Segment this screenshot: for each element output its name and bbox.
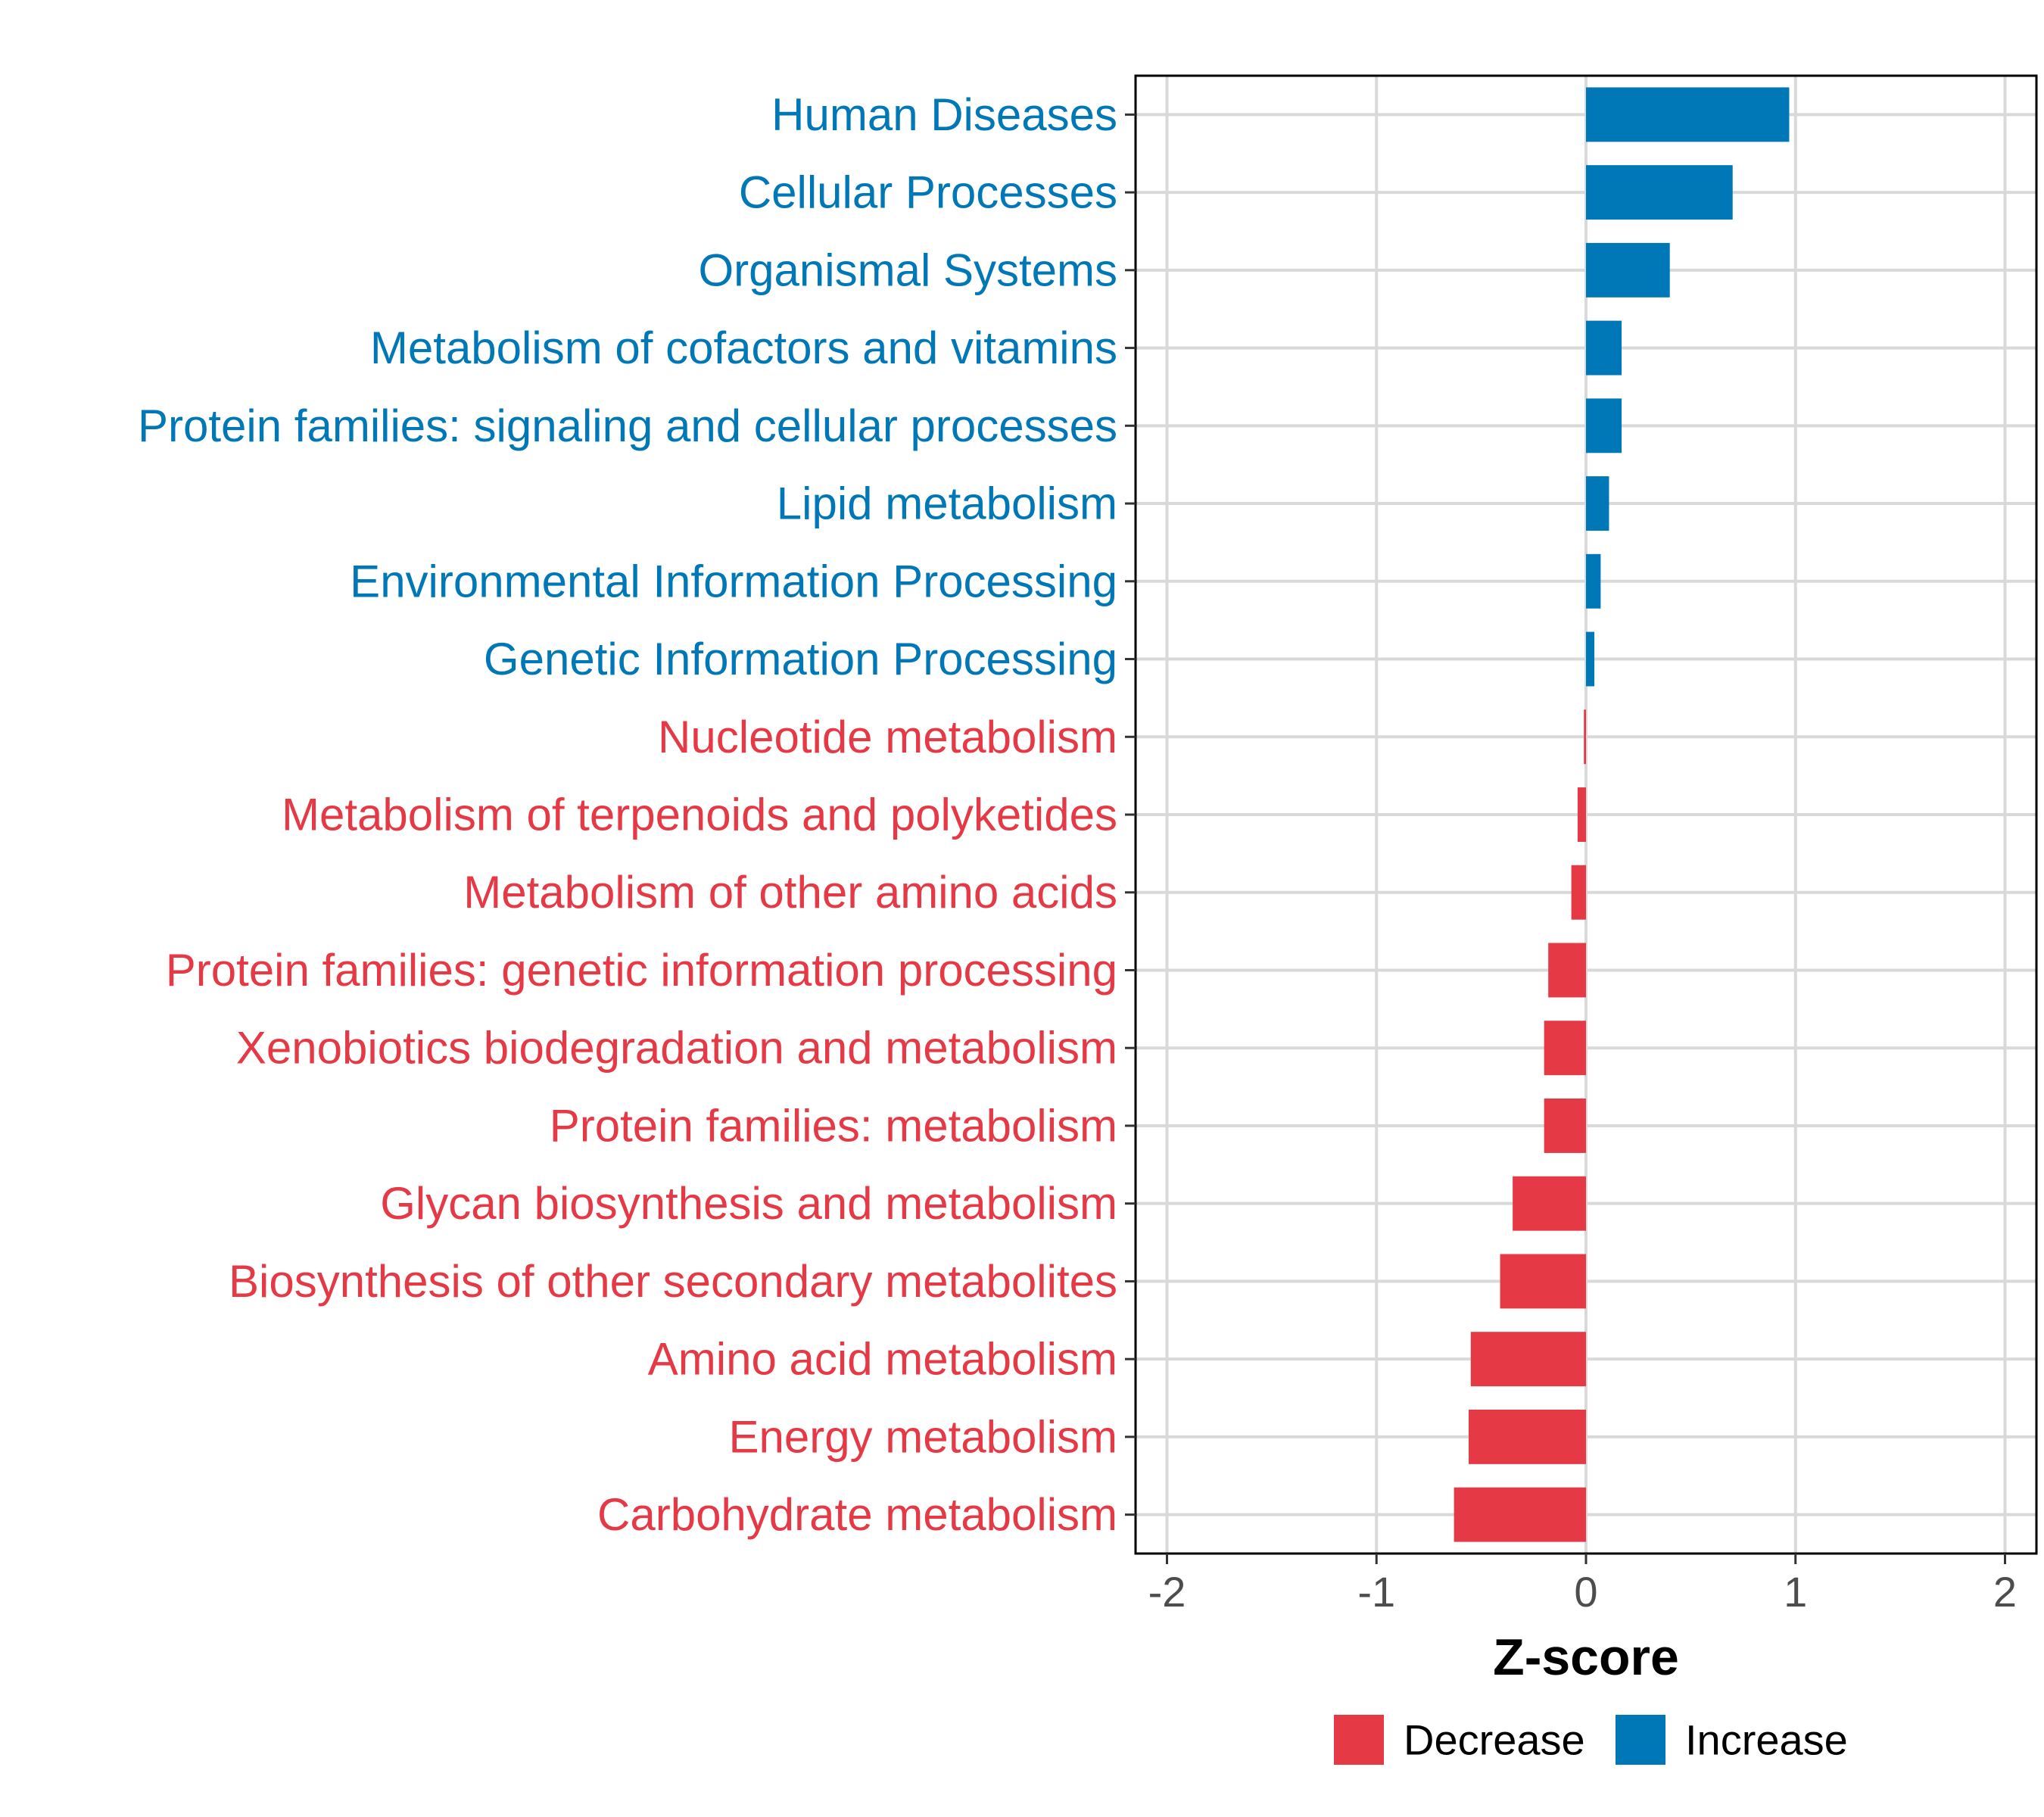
legend-swatch-increase (1616, 1715, 1665, 1765)
bar-11 (1548, 943, 1586, 998)
y-axis-label-8: Nucleotide metabolism (658, 712, 1117, 762)
x-tick-label-0: -2 (1148, 1568, 1186, 1616)
bar-5 (1586, 476, 1609, 531)
bar-1 (1586, 165, 1733, 220)
bars (1454, 87, 1790, 1542)
bar-15 (1500, 1254, 1586, 1309)
x-axis-labels: -2 -1 0 1 2 (1148, 1568, 2017, 1616)
legend-label-decrease: Decrease (1404, 1716, 1585, 1764)
bar-12 (1544, 1021, 1586, 1076)
x-tick-label-4: 2 (1993, 1568, 2017, 1616)
bar-2 (1586, 242, 1670, 298)
y-axis-label-6: Environmental Information Processing (350, 556, 1117, 606)
bar-18 (1454, 1487, 1586, 1542)
bar-14 (1513, 1176, 1586, 1231)
bar-4 (1586, 398, 1622, 453)
y-axis-label-15: Biosynthesis of other secondary metaboli… (229, 1256, 1117, 1307)
y-axis-ticks (1125, 113, 1136, 1516)
y-axis-label-10: Metabolism of other amino acids (463, 867, 1117, 918)
y-axis-label-18: Carbohydrate metabolism (597, 1489, 1117, 1540)
y-axis-label-11: Protein families: genetic information pr… (166, 945, 1117, 996)
y-axis-label-3: Metabolism of cofactors and vitamins (370, 323, 1117, 373)
bar-8 (1584, 709, 1586, 765)
bar-6 (1586, 553, 1601, 609)
bar-7 (1586, 631, 1595, 687)
bar-17 (1469, 1409, 1586, 1464)
bar-10 (1571, 865, 1586, 920)
x-tick-label-2: 0 (1574, 1568, 1597, 1616)
y-axis-label-12: Xenobiotics biodegradation and metabolis… (236, 1023, 1117, 1074)
x-axis-title: Z-score (1493, 1628, 1679, 1686)
legend-label-increase: Increase (1685, 1716, 1848, 1764)
y-axis-label-0: Human Diseases (771, 89, 1117, 140)
bar-16 (1470, 1332, 1586, 1387)
y-axis-label-13: Protein families: metabolism (550, 1100, 1117, 1151)
bar-0 (1586, 87, 1790, 142)
x-axis-ticks (1166, 1554, 2006, 1564)
y-axis-label-4: Protein families: signaling and cellular… (138, 400, 1117, 451)
y-axis-labels: Human Diseases Cellular Processes Organism… (138, 89, 1117, 1540)
x-tick-label-1: -1 (1357, 1568, 1395, 1616)
bar-3 (1586, 320, 1622, 376)
y-axis-label-1: Cellular Processes (739, 167, 1117, 218)
x-tick-label-3: 1 (1784, 1568, 1807, 1616)
bar-13 (1544, 1098, 1586, 1153)
legend-swatch-decrease (1334, 1715, 1384, 1765)
y-axis-label-14: Glycan biosynthesis and metabolism (380, 1178, 1117, 1229)
y-axis-label-17: Energy metabolism (728, 1411, 1117, 1462)
y-axis-label-16: Amino acid metabolism (648, 1334, 1117, 1385)
legend: Decrease Increase (1334, 1715, 1848, 1765)
y-axis-label-7: Genetic Information Processing (484, 634, 1117, 684)
y-axis-label-9: Metabolism of terpenoids and polyketides (282, 790, 1117, 840)
y-axis-label-5: Lipid metabolism (777, 478, 1117, 529)
bar-9 (1577, 787, 1586, 842)
y-axis-label-2: Organismal Systems (699, 245, 1117, 295)
